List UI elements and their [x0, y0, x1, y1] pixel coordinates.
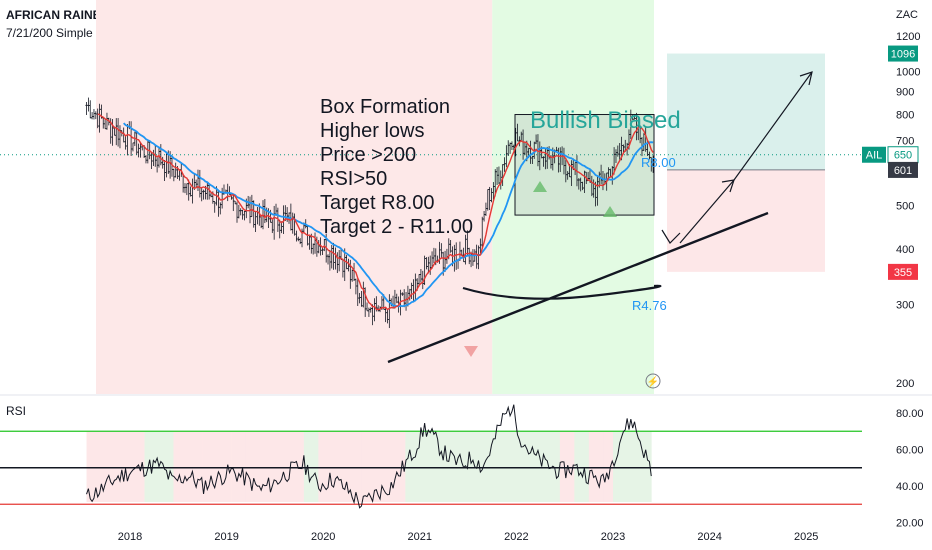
bullish-zone-bg: [492, 0, 654, 394]
buy-signal-marker: [533, 181, 547, 192]
trendline-base: [462, 284, 662, 300]
bullish-annotation: Bullish Biased: [530, 107, 681, 134]
price-tick-label: 900: [896, 87, 914, 99]
rsi-tick-label: 40.00: [896, 481, 924, 493]
symbol-tag: AIL: [866, 150, 883, 162]
price-tick-label: 1200: [896, 31, 920, 43]
rsi-tick-label: 20.00: [896, 518, 924, 530]
target-price-tag-bg: [888, 45, 918, 62]
last-price-tag-bg: [888, 146, 918, 163]
price-tick-label: 300: [896, 299, 914, 311]
annotation-line: RSI>50: [320, 168, 387, 190]
sma7-line: [97, 113, 654, 311]
sell-signal-marker: [464, 346, 478, 357]
annotation-line: Box Formation: [320, 96, 450, 118]
time-tick-label: 2024: [697, 531, 721, 543]
entry-price-tag-bg: [888, 161, 918, 178]
sma21-line: [123, 122, 654, 308]
time-tick-label: 2019: [214, 531, 238, 543]
entry-price-tag: 601: [894, 165, 912, 177]
rsi-pane-label: RSI: [6, 404, 27, 418]
annotation-line: Target R8.00: [320, 192, 435, 214]
buy-signal-marker: [603, 206, 617, 217]
rsi-tick-label: 80.00: [896, 408, 924, 420]
price-tick-label: 800: [896, 110, 914, 122]
price-tick-label: 700: [896, 135, 914, 147]
arrow-down-marker: [661, 229, 681, 244]
time-tick-label: 2021: [408, 531, 432, 543]
time-tick-label: 2023: [601, 531, 625, 543]
stop-price-tag-bg: [888, 263, 918, 280]
price-tick-label: 400: [896, 244, 914, 256]
annotation-line: Higher lows: [320, 120, 424, 142]
time-tick-label: 2020: [311, 531, 335, 543]
stop-price-tag: 355: [894, 267, 912, 279]
target-price-tag: 1096: [891, 49, 915, 61]
symbol-tag-bg: [862, 146, 886, 163]
time-tick-label: 2022: [504, 531, 528, 543]
annotation-line: Target 2 - R11.00: [320, 216, 473, 238]
rsi-tick-label: 60.00: [896, 445, 924, 457]
arrow-leg-1: [679, 179, 735, 244]
time-tick-label: 2025: [794, 531, 818, 543]
currency-label: ZAC: [896, 9, 918, 21]
price-tick-label: 500: [896, 201, 914, 213]
trendline-rising: [387, 211, 769, 364]
resistance-label: R8.00: [641, 155, 676, 170]
time-tick-label: 2018: [118, 531, 142, 543]
annotation-line: Price >200: [320, 144, 416, 166]
price-tick-label: 1000: [896, 66, 920, 78]
price-tick-label: 200: [896, 378, 914, 390]
rsi-line: [86, 404, 652, 509]
arrow-leg-2: [733, 71, 813, 181]
alert-icon: [645, 373, 661, 389]
last-price-tag: 650: [894, 150, 912, 162]
bearish-zone-bg: [96, 0, 493, 394]
arrowhead-2: [799, 71, 813, 86]
alert-icon-glyph: ⚡: [647, 375, 659, 388]
support-label: R4.76: [632, 298, 667, 313]
profit-zone: [667, 53, 825, 170]
